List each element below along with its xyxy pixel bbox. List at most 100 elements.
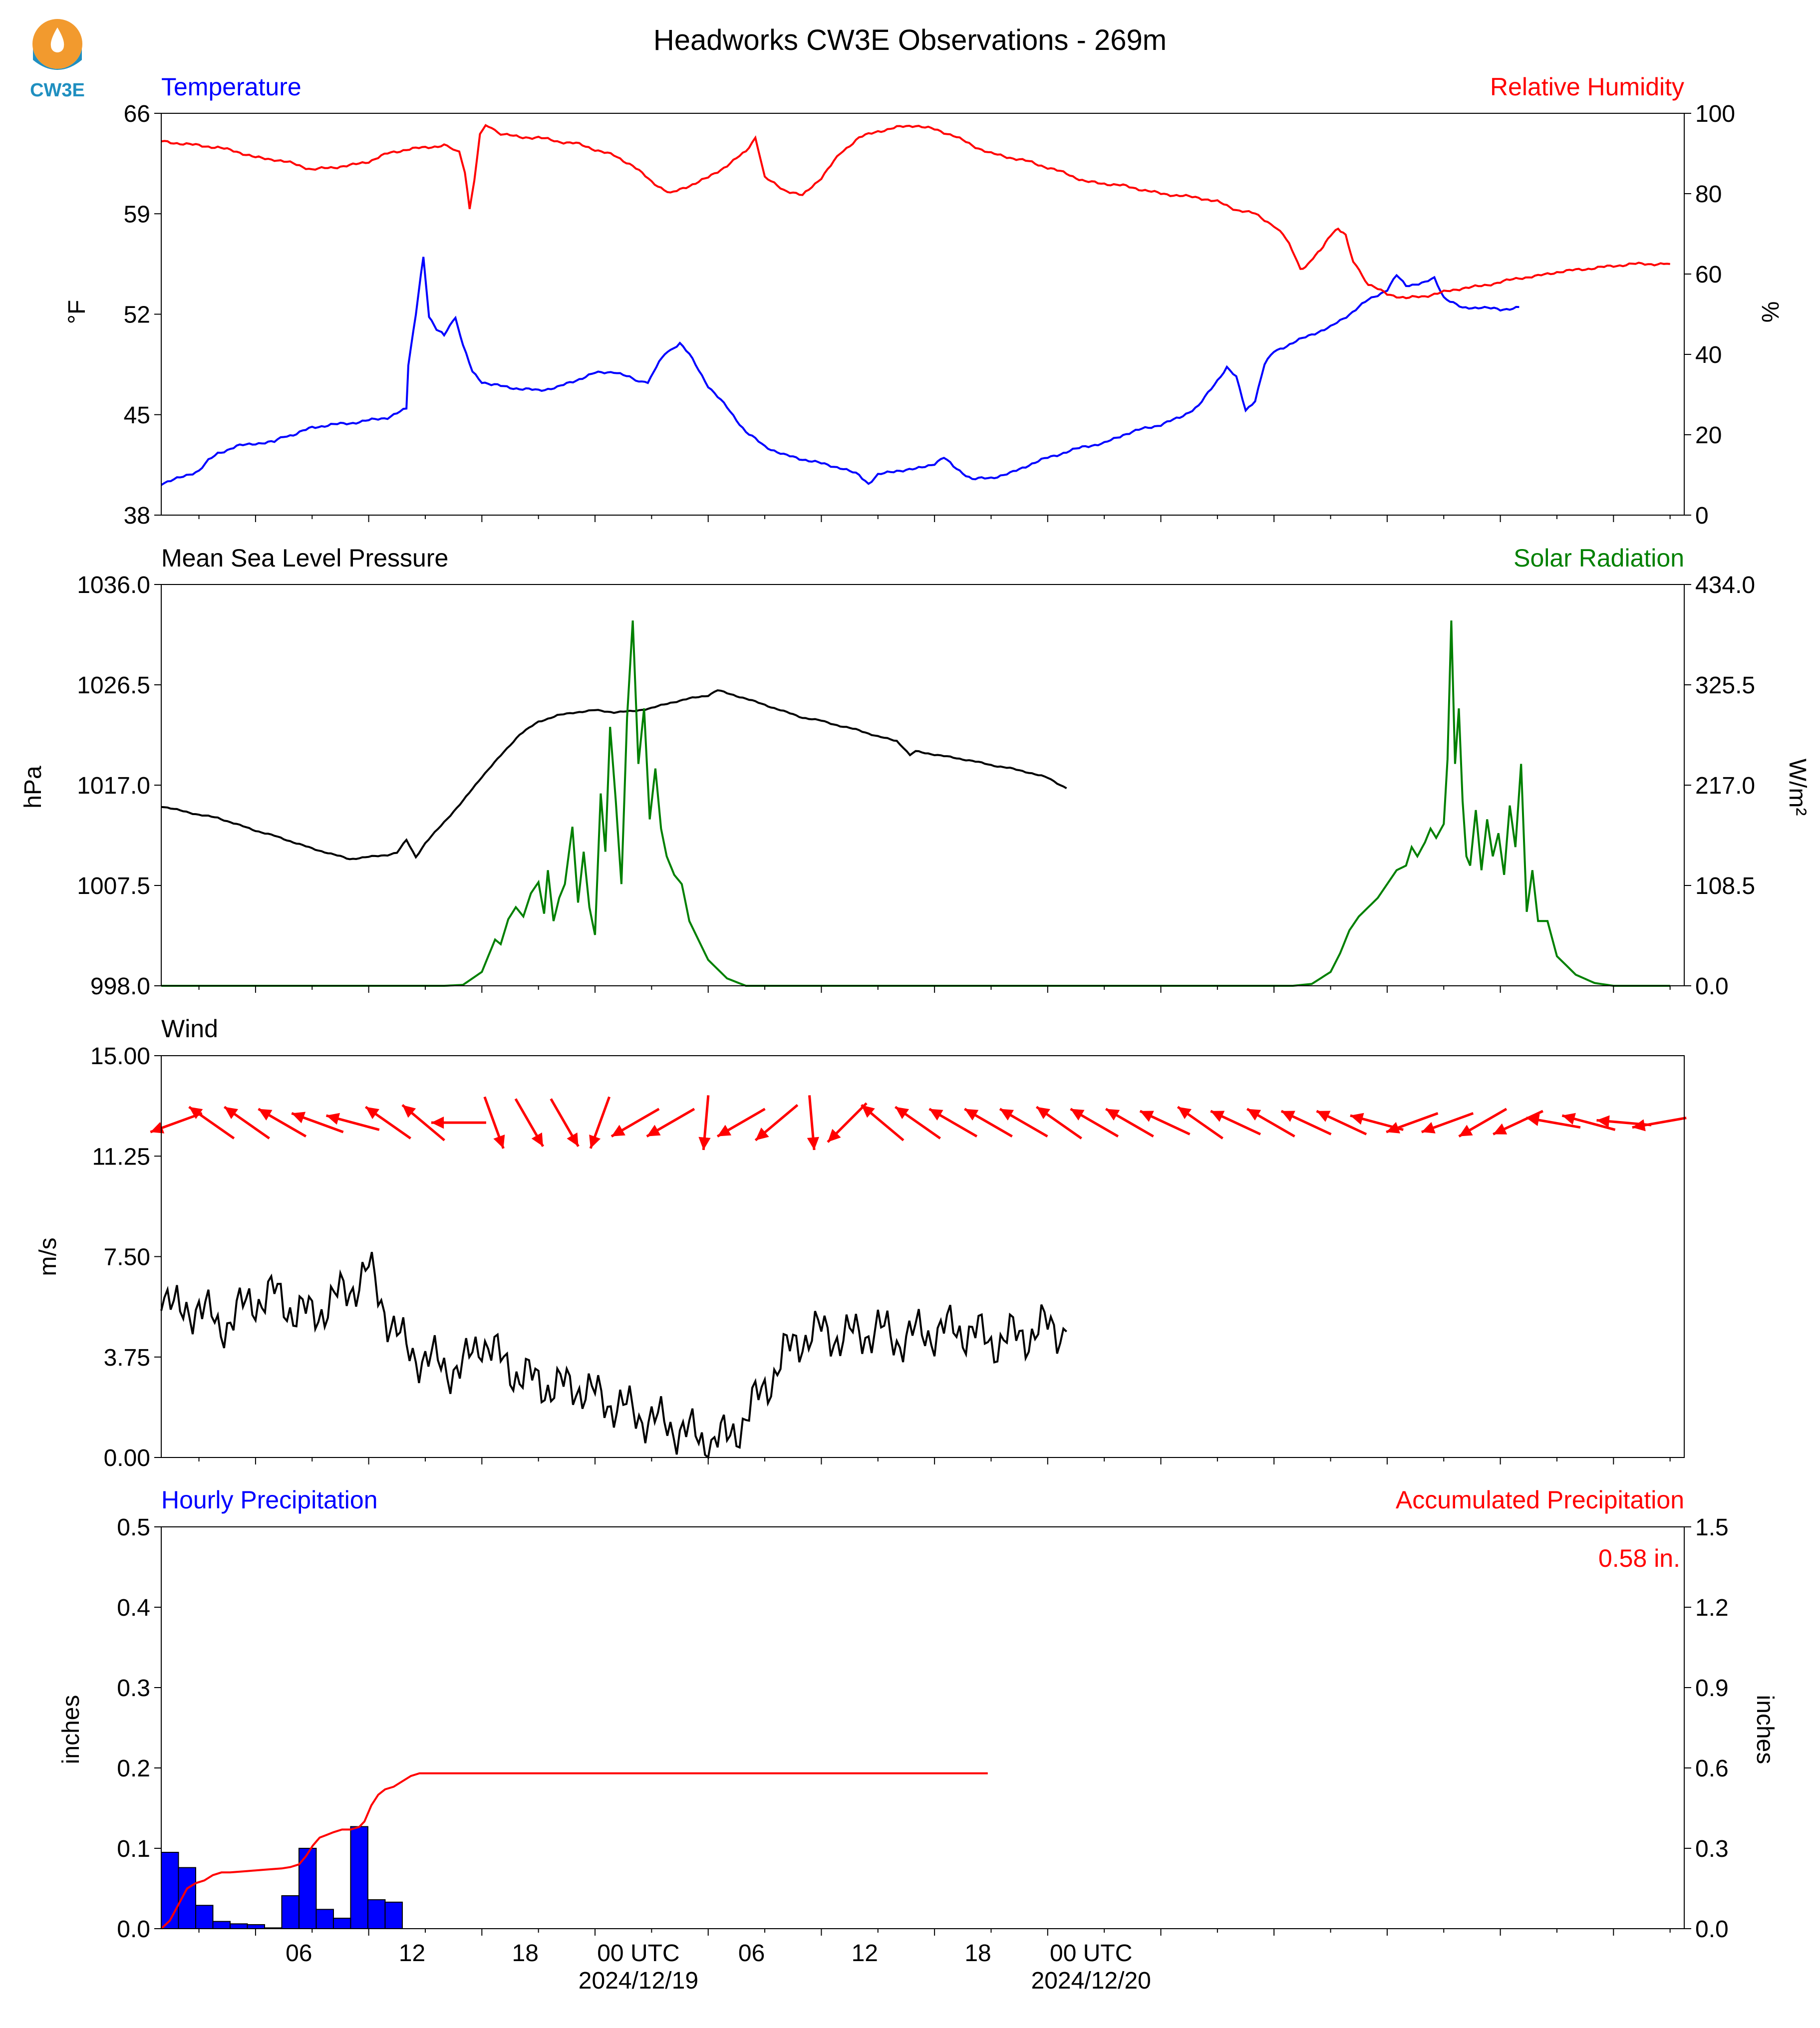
wind-axis-label: m/s — [35, 1237, 61, 1276]
y-tick-label-left: 0.2 — [117, 1755, 150, 1782]
y-tick-label-right: 0 — [1695, 503, 1709, 529]
pressure-axis-label: hPa — [20, 766, 46, 809]
wind-arrow-icon — [646, 1108, 695, 1138]
wind-arrow-icon — [1035, 1106, 1082, 1140]
y-tick-label-right: 60 — [1695, 262, 1722, 288]
pressure-solar-plot-area — [161, 584, 1685, 986]
wind-arrow-icon — [514, 1098, 545, 1148]
y-tick-label-right: 1.5 — [1695, 1514, 1729, 1541]
wind-arrow-icon — [483, 1096, 505, 1149]
y-tick-label-left: 52 — [124, 302, 150, 328]
precip-bar — [281, 1895, 300, 1929]
y-tick-label-left: 1007.5 — [77, 873, 150, 899]
x-tick-label: 00 UTC — [1050, 1940, 1132, 1967]
temperature-humidity-plot-area — [161, 113, 1685, 516]
wind-arrow-icon — [1070, 1108, 1119, 1138]
y-tick-label-left: 7.50 — [104, 1244, 150, 1271]
humidity-panel-title: Relative Humidity — [1490, 73, 1684, 101]
temperature-line — [160, 257, 1519, 486]
wind-arrow-icon — [223, 1106, 270, 1140]
wind-arrow-icon — [1421, 1112, 1474, 1134]
wind-arrow-icon — [291, 1112, 344, 1134]
wind-arrow-icon — [698, 1095, 711, 1151]
wind-arrow-icon — [807, 1095, 820, 1151]
temperature-panel-title: Temperature — [161, 73, 302, 101]
solar-axis-label: W/m² — [1784, 759, 1811, 816]
y-tick-label-left: 11.25 — [92, 1144, 150, 1170]
y-tick-label-right: 80 — [1695, 181, 1722, 208]
precip-bar — [315, 1909, 334, 1930]
y-tick-label-right: 108.5 — [1695, 873, 1755, 899]
y-tick-label-right: 1.2 — [1695, 1595, 1729, 1621]
wind-arrow-icon — [1632, 1117, 1687, 1132]
wind-arrow-icon — [610, 1108, 660, 1138]
figure-title: Headworks CW3E Observations - 269m — [653, 24, 1167, 56]
relative-humidity-line — [161, 124, 1670, 299]
wind-arrow-icon — [1280, 1110, 1332, 1136]
wind-arrow-icon — [928, 1108, 978, 1138]
x-tick-label: 06 — [286, 1940, 312, 1967]
wind-arrow-icon — [325, 1113, 380, 1131]
y-tick-label-left: 0.00 — [104, 1445, 150, 1471]
y-tick-label-right: 0.0 — [1695, 1916, 1729, 1943]
wind-arrow-icon — [188, 1106, 235, 1140]
y-tick-label-left: 15.00 — [90, 1043, 150, 1070]
y-tick-label-left: 1036.0 — [77, 572, 150, 598]
precip-bar — [229, 1923, 248, 1930]
wind-arrow-icon — [1316, 1110, 1367, 1136]
wind-arrow-icon — [754, 1104, 799, 1142]
accumulated-precipitation-line — [160, 1772, 988, 1930]
y-tick-label-left: 0.4 — [117, 1595, 150, 1621]
wind-arrow-icon — [1139, 1110, 1191, 1136]
x-date-label: 2024/12/19 — [579, 1968, 698, 1994]
precip-bar — [367, 1899, 386, 1930]
pressure-solar-panel: Mean Sea Level Pressure Solar Radiation … — [20, 544, 1811, 1000]
y-tick-label-left: 3.75 — [104, 1345, 150, 1371]
precipitation-plot-area — [161, 1526, 1685, 1929]
y-tick-label-left: 59 — [124, 201, 150, 228]
y-tick-label-left: 0.1 — [117, 1836, 150, 1862]
wind-arrow-icon — [999, 1108, 1048, 1138]
y-tick-label-left: 0.5 — [117, 1514, 150, 1541]
hourly-precip-axis-label: inches — [58, 1695, 84, 1764]
pressure-panel-title: Mean Sea Level Pressure — [161, 544, 448, 572]
precip-bar — [384, 1901, 403, 1930]
wind-arrow-icon — [1105, 1108, 1154, 1138]
wind-arrow-icon — [431, 1116, 486, 1129]
wind-arrow-icon — [1210, 1110, 1261, 1136]
y-tick-label-left: 0.3 — [117, 1675, 150, 1702]
y-tick-label-right: 20 — [1695, 422, 1722, 449]
x-tick-label: 18 — [512, 1940, 539, 1967]
wind-panel-title: Wind — [161, 1015, 218, 1043]
logo-drop-icon — [50, 27, 64, 52]
y-tick-label-right: 0.0 — [1695, 973, 1729, 1000]
humidity-axis-label: % — [1757, 301, 1783, 323]
x-tick-label: 12 — [852, 1940, 878, 1967]
wind-arrow-icon — [1561, 1113, 1616, 1131]
y-tick-label-right: 100 — [1695, 101, 1735, 127]
precip-bar — [212, 1921, 231, 1930]
y-tick-label-right: 325.5 — [1695, 672, 1755, 699]
precip-bar — [350, 1826, 368, 1930]
precip-bar — [332, 1918, 351, 1930]
y-tick-label-left: 998.0 — [90, 973, 150, 1000]
wind-arrow-icon — [401, 1104, 445, 1142]
cw3e-logo: CW3E — [30, 19, 85, 101]
wind-arrow-icon — [827, 1102, 868, 1143]
y-tick-label-left: 1026.5 — [77, 672, 150, 699]
wind-arrow-icon — [1246, 1108, 1295, 1138]
wind-arrow-icon — [550, 1098, 580, 1148]
accum-total-label: 0.58 in. — [1598, 1544, 1680, 1572]
temperature-axis-label: °F — [64, 300, 90, 324]
temperature-humidity-panel: Temperature Relative Humidity °F % 0 20 40… — [64, 73, 1783, 529]
x-tick-label: 06 — [738, 1940, 765, 1967]
wind-arrow-icon — [1493, 1110, 1543, 1136]
y-tick-label-left: 38 — [124, 503, 150, 529]
wind-arrow-icon — [1386, 1112, 1439, 1134]
wind-arrow-icon — [716, 1108, 766, 1138]
y-tick-label-right: 217.0 — [1695, 773, 1755, 799]
y-tick-label-left: 0.0 — [117, 1916, 150, 1943]
solar-panel-title: Solar Radiation — [1514, 544, 1684, 572]
precip-bar — [161, 1852, 179, 1930]
